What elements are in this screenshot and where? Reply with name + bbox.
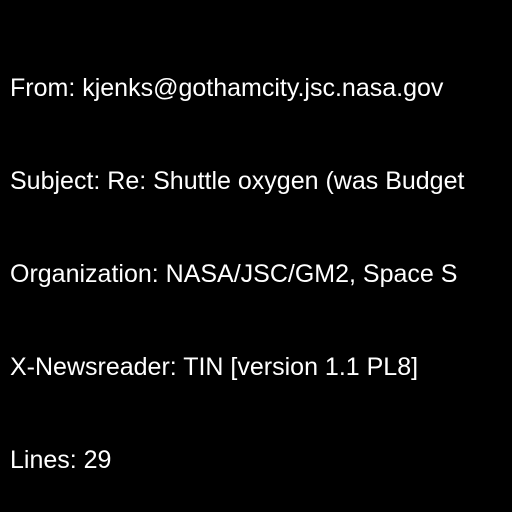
header-from: From: kjenks@gothamcity.jsc.nasa.gov <box>10 74 444 102</box>
header-newsreader: X-Newsreader: TIN [version 1.1 PL8] <box>10 353 419 381</box>
header-organization: Organization: NASA/JSC/GM2, Space S <box>10 260 458 288</box>
header-lines: Lines: 29 <box>10 446 112 474</box>
header-subject: Subject: Re: Shuttle oxygen (was Budget <box>10 167 465 195</box>
message-text: From: kjenks@gothamcity.jsc.nasa.gov Sub… <box>10 11 464 512</box>
